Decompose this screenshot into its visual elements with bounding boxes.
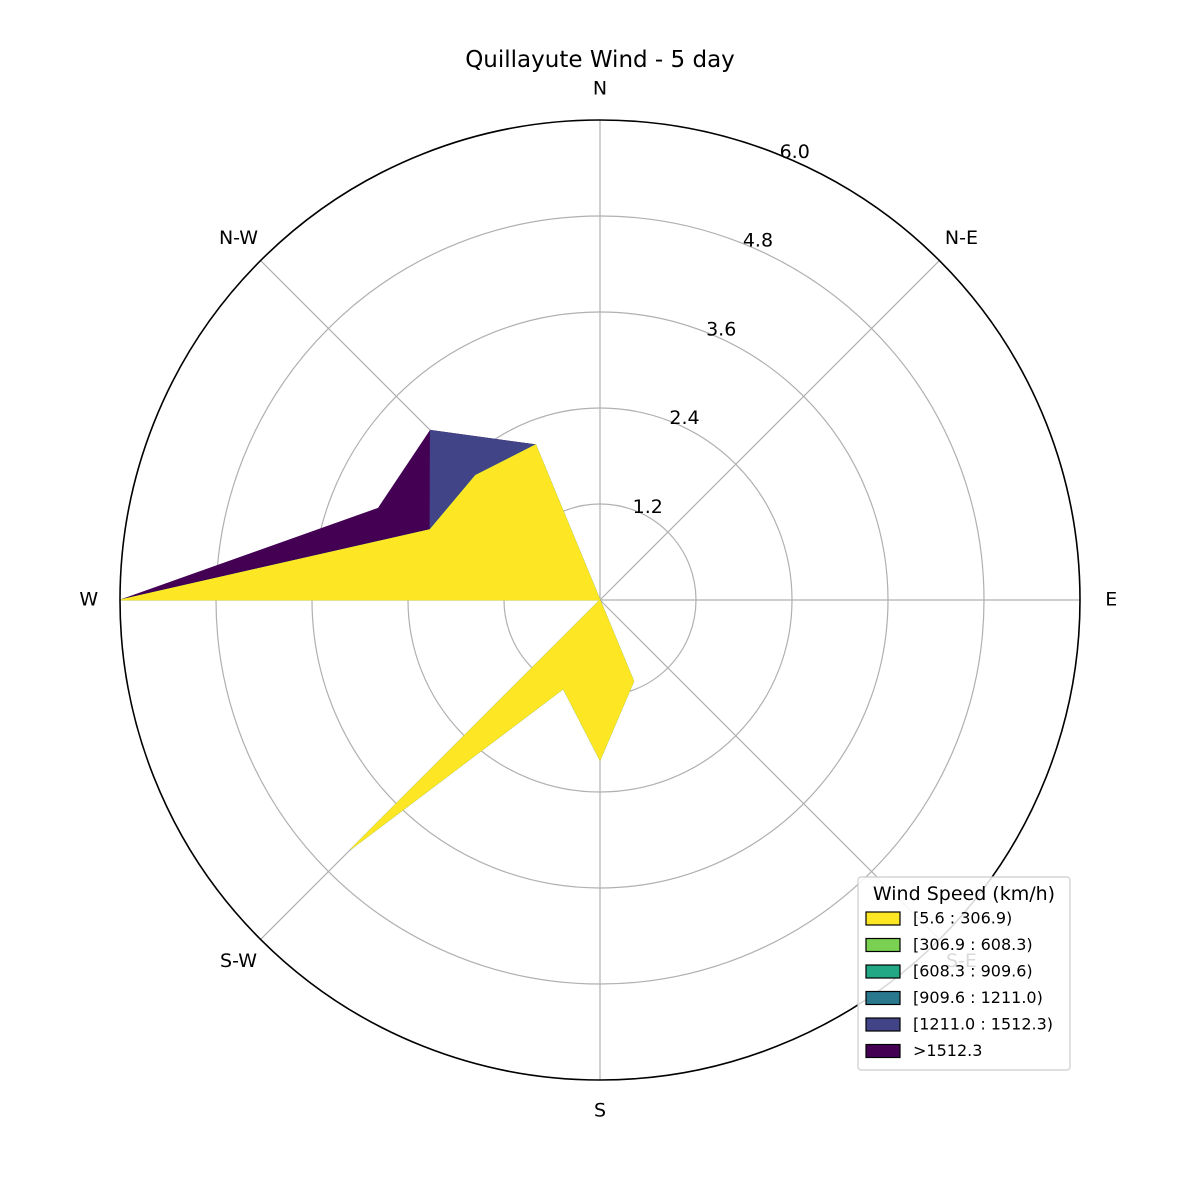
legend-swatch: [865, 990, 901, 1006]
radial-tick-label: 1.2: [633, 496, 663, 518]
legend-entries: [5.6 : 306.9) [306.9 : 608.3) [608.3 : 909…: [865, 909, 1053, 1060]
legend: Wind Speed (km/h) [5.6 : 306.9) [306.9 : …: [857, 876, 1071, 1071]
direction-label: S: [594, 1100, 606, 1122]
legend-label: [306.9 : 608.3): [913, 935, 1033, 954]
legend-swatch: [865, 964, 901, 979]
direction-label: N-W: [219, 227, 258, 249]
direction-label: W: [79, 589, 98, 611]
legend-box: [857, 876, 1071, 1071]
series-areas: [119, 429, 635, 850]
direction-label: N: [593, 77, 607, 99]
series-area: [119, 429, 635, 850]
grid-spoke: [599, 260, 940, 601]
chart-title: Quillayute Wind - 5 day: [465, 47, 735, 73]
legend-label: >1512.3: [913, 1041, 982, 1060]
legend-label: [608.3 : 909.6): [913, 962, 1033, 981]
series-area: [119, 444, 635, 850]
legend-label: [1211.0 : 1512.3): [913, 1015, 1053, 1034]
outer-frame: [119, 119, 1081, 1081]
direction-label: N-E: [945, 227, 978, 249]
radial-tick-label: 6.0: [780, 141, 810, 163]
radial-tick-label: 4.8: [743, 230, 773, 252]
legend-label: [909.6 : 1211.0): [913, 988, 1043, 1007]
legend-label: [5.6 : 306.9): [913, 909, 1012, 928]
direction-label: S-W: [220, 950, 257, 972]
radial-tick-label: 2.4: [669, 407, 699, 429]
legend-swatch: [865, 937, 901, 953]
legend-swatch: [865, 911, 901, 926]
legend-swatch: [865, 1043, 901, 1059]
legend-swatch: [865, 1017, 901, 1032]
direction-label: E: [1105, 589, 1117, 611]
radial-tick-labels: 1.2 2.4 3.6 4.8 6.0: [633, 141, 810, 518]
legend-title: Wind Speed (km/h): [873, 883, 1055, 905]
series-area: [119, 429, 635, 850]
radial-tick-label: 3.6: [706, 318, 736, 340]
